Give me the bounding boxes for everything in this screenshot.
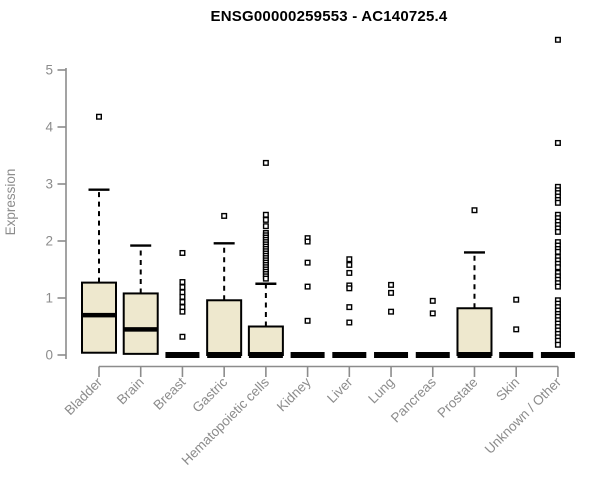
outlier-point — [554, 228, 561, 235]
outlier-point — [262, 211, 269, 218]
outlier-point — [388, 281, 395, 288]
outlier-point — [554, 36, 561, 43]
box-iqr — [456, 307, 493, 357]
outlier-point — [346, 261, 353, 268]
collapsed-box — [332, 352, 367, 358]
outlier-point — [179, 279, 186, 286]
boxplot-pancreas — [415, 297, 450, 358]
collapsed-box — [374, 352, 409, 358]
collapsed-box — [499, 352, 534, 358]
x-axis-label-prostate: Prostate — [434, 375, 480, 421]
x-axis-label-liver: Liver — [324, 374, 356, 406]
outlier-point — [304, 317, 311, 324]
outlier-point — [179, 293, 186, 300]
x-axis-label-skin: Skin — [493, 375, 522, 404]
boxplot-gastric — [206, 212, 243, 358]
boxplot-breast — [165, 249, 200, 358]
outlier-point — [346, 269, 353, 276]
y-axis-title: Expression — [3, 169, 18, 236]
median-line — [457, 352, 492, 358]
x-axis-label-bladder: Bladder — [62, 374, 106, 418]
outlier-point — [554, 283, 561, 290]
outlier-point — [179, 308, 186, 315]
x-axis-label-breast: Breast — [150, 374, 188, 412]
boxplot-unknown-other — [540, 36, 575, 358]
outlier-point — [554, 341, 561, 348]
outlier-point — [513, 326, 520, 333]
outlier-point — [346, 319, 353, 326]
y-tick-label: 1 — [45, 291, 53, 306]
outlier-point — [346, 304, 353, 311]
x-axis-label-kidney: Kidney — [274, 374, 314, 414]
outlier-point — [179, 298, 186, 305]
box-iqr — [122, 292, 159, 355]
collapsed-box — [415, 352, 450, 358]
outlier-point — [346, 285, 353, 292]
collapsed-box — [540, 352, 575, 358]
box-iqr — [81, 281, 117, 354]
outlier-point — [513, 296, 520, 303]
outlier-point — [179, 284, 186, 291]
outlier-point — [554, 199, 561, 206]
outlier-point — [388, 289, 395, 296]
outlier-point — [554, 248, 561, 255]
median-line — [123, 327, 158, 332]
y-tick-label: 2 — [45, 234, 53, 249]
collapsed-box — [165, 352, 200, 358]
outlier-point — [304, 259, 311, 266]
x-axis-label-gastric: Gastric — [189, 374, 230, 415]
chart-title: ENSG00000259553 - AC140725.4 — [210, 8, 448, 25]
boxplot-liver — [332, 256, 367, 358]
outlier-point — [304, 283, 311, 290]
outlier-point — [262, 275, 269, 282]
boxplot-lung — [374, 281, 409, 358]
outlier-point — [554, 139, 561, 146]
outlier-point — [262, 159, 269, 166]
outlier-point — [388, 308, 395, 315]
outlier-point — [346, 256, 353, 263]
box-iqr — [247, 325, 284, 356]
boxplot-hematopoietic-cells — [247, 159, 284, 358]
y-tick-label: 3 — [45, 177, 53, 192]
outlier-point — [429, 297, 436, 304]
outlier-point — [304, 238, 311, 245]
y-tick-label: 0 — [45, 348, 53, 363]
median-line — [207, 352, 242, 358]
boxplot-prostate — [456, 207, 493, 358]
box-iqr — [206, 299, 243, 356]
outlier-point — [554, 264, 561, 271]
median-line — [82, 312, 116, 318]
collapsed-box — [290, 352, 325, 358]
y-tick-label: 5 — [45, 63, 53, 78]
outlier-point — [471, 207, 478, 214]
y-tick-label: 4 — [45, 120, 53, 135]
x-axis-label-lung: Lung — [365, 375, 397, 407]
outlier-point — [95, 113, 102, 120]
outlier-point — [262, 216, 269, 223]
boxplot-brain — [122, 244, 159, 355]
x-axis-label-unknown-other: Unknown / Other — [482, 374, 565, 457]
x-axis-label-brain: Brain — [114, 375, 147, 408]
boxplot-kidney — [290, 235, 325, 358]
boxplot-skin — [499, 296, 534, 358]
boxplot-bladder — [81, 113, 117, 354]
outlier-point — [179, 333, 186, 340]
x-axis-label-pancreas: Pancreas — [388, 374, 439, 425]
outlier-point — [429, 310, 436, 317]
outlier-point — [179, 249, 186, 256]
outlier-point — [262, 223, 269, 230]
median-line — [248, 352, 283, 358]
outlier-point — [221, 212, 228, 219]
